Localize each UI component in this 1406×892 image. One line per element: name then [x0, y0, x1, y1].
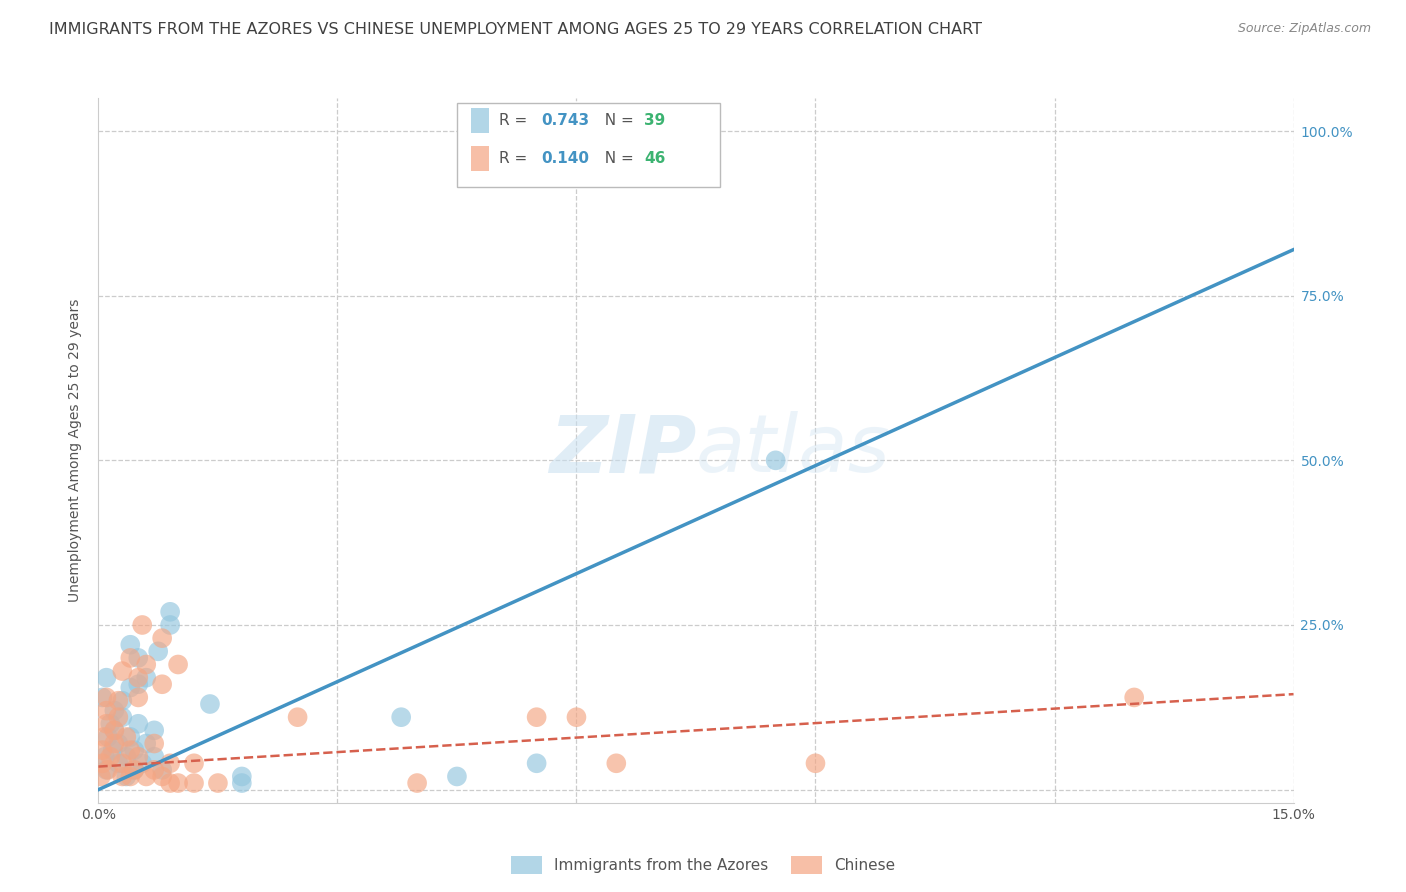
Point: [115, 749, 138, 764]
Point: [159, 756, 181, 771]
Point: [111, 710, 134, 724]
Point: [103, 723, 125, 738]
Point: [107, 737, 129, 751]
Point: [124, 743, 146, 757]
Point: [120, 769, 142, 783]
Point: [127, 716, 149, 731]
Point: [526, 756, 548, 771]
Point: [198, 697, 221, 711]
Point: [96, 704, 118, 718]
Point: [150, 677, 173, 691]
Point: [120, 730, 142, 744]
Point: [135, 657, 157, 672]
Point: [131, 756, 153, 771]
Text: R =: R =: [499, 151, 533, 166]
Point: [143, 763, 166, 777]
Point: [143, 723, 166, 738]
Point: [150, 631, 173, 645]
Point: [91, 690, 114, 705]
Text: 0.743: 0.743: [541, 113, 589, 128]
Text: Source: ZipAtlas.com: Source: ZipAtlas.com: [1237, 22, 1371, 36]
Point: [207, 776, 229, 790]
Point: [1123, 690, 1146, 705]
Point: [103, 704, 125, 718]
Point: [159, 776, 181, 790]
Point: [103, 723, 125, 738]
Point: [111, 769, 134, 783]
Point: [804, 756, 827, 771]
Point: [96, 671, 118, 685]
Point: [93, 730, 115, 744]
Point: [127, 671, 149, 685]
Point: [96, 690, 118, 705]
Point: [120, 743, 142, 757]
Y-axis label: Unemployment Among Ages 25 to 29 years: Unemployment Among Ages 25 to 29 years: [69, 299, 83, 602]
Text: 46: 46: [644, 151, 665, 166]
Point: [143, 749, 166, 764]
Point: [389, 710, 412, 724]
Point: [131, 618, 153, 632]
Text: N =: N =: [595, 151, 638, 166]
Point: [565, 710, 588, 724]
Point: [96, 716, 118, 731]
Point: [148, 644, 170, 658]
Point: [91, 756, 114, 771]
Point: [127, 690, 149, 705]
Point: [150, 763, 173, 777]
Text: atlas: atlas: [696, 411, 891, 490]
Point: [120, 681, 142, 695]
Point: [98, 716, 122, 731]
Point: [91, 743, 114, 757]
Text: N =: N =: [595, 113, 638, 128]
Point: [127, 677, 149, 691]
Point: [127, 749, 149, 764]
Point: [135, 769, 157, 783]
Point: [135, 671, 157, 685]
Point: [167, 657, 190, 672]
Point: [111, 756, 134, 771]
Point: [115, 730, 138, 744]
Point: [406, 776, 429, 790]
Point: [231, 776, 253, 790]
Legend: Immigrants from the Azores, Chinese: Immigrants from the Azores, Chinese: [505, 850, 901, 880]
Text: 0.140: 0.140: [541, 151, 589, 166]
Point: [135, 737, 157, 751]
Point: [526, 710, 548, 724]
Text: 39: 39: [644, 113, 665, 128]
Point: [127, 651, 149, 665]
Point: [143, 737, 166, 751]
Point: [94, 749, 117, 764]
Point: [120, 638, 142, 652]
Point: [111, 694, 134, 708]
Point: [159, 605, 181, 619]
Point: [107, 694, 129, 708]
Point: [101, 743, 124, 757]
Point: [159, 618, 181, 632]
Point: [183, 776, 205, 790]
Point: [150, 769, 173, 783]
Point: [90, 769, 112, 783]
Point: [765, 453, 787, 467]
Point: [605, 756, 627, 771]
Point: [96, 763, 118, 777]
Point: [183, 756, 205, 771]
Point: [124, 763, 146, 777]
Point: [103, 737, 125, 751]
Point: [97, 730, 120, 744]
Point: [231, 769, 253, 783]
Point: [124, 763, 146, 777]
Point: [98, 749, 122, 764]
Point: [446, 769, 468, 783]
Text: R =: R =: [499, 113, 533, 128]
Text: ZIP: ZIP: [548, 411, 696, 490]
Text: IMMIGRANTS FROM THE AZORES VS CHINESE UNEMPLOYMENT AMONG AGES 25 TO 29 YEARS COR: IMMIGRANTS FROM THE AZORES VS CHINESE UN…: [49, 22, 983, 37]
Point: [107, 756, 129, 771]
Point: [287, 710, 309, 724]
Point: [115, 769, 138, 783]
Point: [167, 776, 190, 790]
Point: [111, 664, 134, 678]
Point: [97, 763, 120, 777]
Point: [120, 651, 142, 665]
Point: [107, 710, 129, 724]
